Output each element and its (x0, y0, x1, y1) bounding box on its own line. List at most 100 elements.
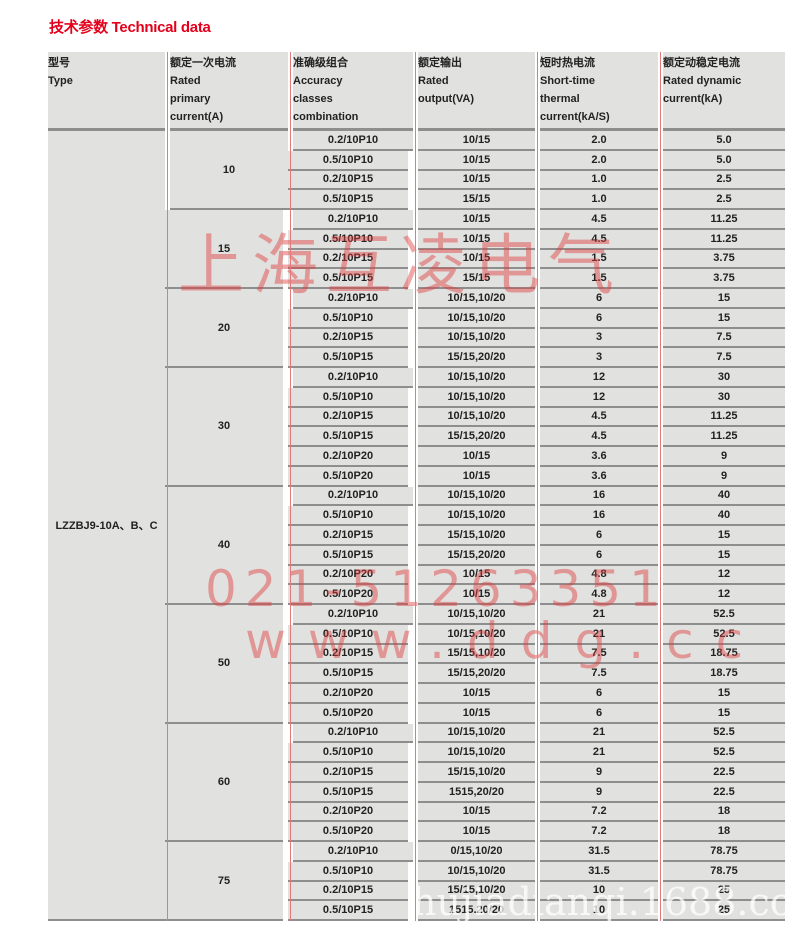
rated-primary-current: 10 (170, 131, 288, 210)
rated-output-cell: 15/15,10/20 (413, 763, 535, 783)
accuracy-class-cell: 0.5/10P20 (288, 585, 413, 605)
short-time-current-cell: 3.6 (535, 466, 658, 487)
short-time-current-cell: 9 (535, 763, 658, 783)
short-time-current: 6 (540, 684, 658, 704)
dynamic-current-cell: 15 (658, 289, 785, 309)
dynamic-current-cell: 2.5 (658, 190, 785, 210)
accuracy-class: 0.2/10P10 (293, 842, 413, 862)
rated-output-cell: 10/15 (413, 447, 535, 467)
accuracy-class-cell: 0.2/10P10 (288, 210, 413, 230)
dynamic-current-cell: 18.75 (658, 664, 785, 684)
short-time-current: 4.8 (540, 565, 658, 586)
table-row: 0.5/10P15 15/15,20/20 4.5 11.25 (48, 427, 785, 447)
header-line: 准确级组合 (293, 57, 348, 69)
short-time-current-cell: 4.5 (535, 229, 658, 250)
accuracy-class-cell: 0.5/10P10 (288, 387, 413, 408)
accuracy-class-cell: 0.2/10P15 (288, 526, 413, 546)
accuracy-class: 0.5/10P20 (288, 466, 408, 487)
rated-output-cell: 10/15 (413, 131, 535, 151)
table-row: 0.2/10P20 10/15 7.2 18 (48, 802, 785, 823)
dynamic-current: 3.75 (663, 269, 785, 289)
rated-output-cell: 10/15,10/20 (413, 605, 535, 625)
rated-output: 10/15,10/20 (418, 743, 535, 763)
column-divider (167, 52, 168, 921)
accuracy-class: 0.2/10P10 (293, 723, 413, 744)
rated-output: 10/15 (418, 229, 535, 250)
short-time-current: 3 (540, 348, 658, 368)
accuracy-class: 0.2/10P15 (288, 526, 408, 546)
short-time-current-cell: 4.8 (535, 565, 658, 586)
accuracy-class-cell: 0.2/10P10 (288, 131, 413, 151)
accuracy-class: 0.5/10P20 (288, 822, 408, 842)
dynamic-current: 18 (663, 822, 785, 842)
dynamic-current-cell: 40 (658, 506, 785, 526)
dynamic-current: 25 (663, 881, 785, 902)
header-line: classes (293, 93, 333, 105)
dynamic-current: 15 (663, 289, 785, 309)
accuracy-class-cell: 0.5/10P15 (288, 269, 413, 289)
dynamic-current: 11.25 (663, 427, 785, 447)
rated-output: 10/15 (418, 447, 535, 467)
accuracy-class-cell: 0.5/10P15 (288, 782, 413, 803)
column-header: 额定动稳定电流 Rated dynamic current(kA) (663, 52, 785, 131)
accuracy-class-cell: 0.5/10P15 (288, 545, 413, 566)
accuracy-class-cell: 0.5/10P15 (288, 348, 413, 368)
rated-output: 10/15,10/20 (418, 289, 535, 309)
dynamic-current: 7.5 (663, 348, 785, 368)
short-time-current-cell: 7.2 (535, 802, 658, 823)
dynamic-current: 12 (663, 585, 785, 605)
rated-primary-current: 40 (165, 486, 283, 605)
rated-output-cell: 10/15,10/20 (413, 506, 535, 526)
rated-output: 10/15 (418, 131, 535, 151)
dynamic-current: 25 (663, 901, 785, 921)
dynamic-current-cell: 12 (658, 565, 785, 586)
rated-output-cell: 10/15,10/20 (413, 743, 535, 763)
dynamic-current-cell: 12 (658, 585, 785, 605)
accuracy-class-cell: 0.2/10P15 (288, 249, 413, 270)
header-line: thermal (540, 93, 580, 105)
short-time-current-cell: 9 (535, 782, 658, 803)
header-line: combination (293, 111, 359, 123)
header-line: 额定输出 (418, 57, 462, 69)
dynamic-current: 22.5 (663, 763, 785, 783)
rated-output: 15/15,20/20 (418, 427, 535, 447)
short-time-current: 7.5 (540, 664, 658, 684)
rated-primary-current-cell: 20 (165, 289, 288, 368)
dynamic-current-cell: 7.5 (658, 328, 785, 349)
column-header-cell: 额定一次电流 Rated primary current(A) (165, 52, 288, 131)
accuracy-class-cell: 0.5/10P10 (288, 506, 413, 526)
dynamic-current: 18 (663, 802, 785, 823)
accuracy-class: 0.2/10P10 (293, 605, 413, 625)
rated-primary-current-cell: 15 (165, 210, 288, 289)
rated-output: 10/15 (418, 684, 535, 704)
dynamic-current-cell: 25 (658, 901, 785, 921)
short-time-current-cell: 16 (535, 506, 658, 526)
dynamic-current-cell: 15 (658, 545, 785, 566)
dynamic-current: 15 (663, 684, 785, 704)
dynamic-current: 3.75 (663, 249, 785, 270)
type-value: LZZBJ9-10A、B、C (48, 131, 165, 921)
rated-output-cell: 15/15,20/20 (413, 427, 535, 447)
short-time-current-cell: 12 (535, 368, 658, 388)
short-time-current: 21 (540, 743, 658, 763)
table-row: 0.5/10P15 15/15,20/20 7.5 18.75 (48, 664, 785, 684)
short-time-current: 9 (540, 782, 658, 803)
table-row: 0.2/10P15 15/15,10/20 10 25 (48, 881, 785, 902)
short-time-current: 6 (540, 308, 658, 329)
type-value-cell: LZZBJ9-10A、B、C (48, 131, 165, 921)
short-time-current: 21 (540, 624, 658, 645)
rated-output-cell: 10/15,10/20 (413, 624, 535, 645)
rated-output-cell: 10/15,10/20 (413, 407, 535, 428)
column-header-cell: 额定输出 Rated output(VA) (413, 52, 535, 131)
dynamic-current-cell: 11.25 (658, 210, 785, 230)
accuracy-class-cell: 0.5/10P20 (288, 466, 413, 487)
accuracy-class-cell: 0.2/10P10 (288, 486, 413, 507)
dynamic-current: 30 (663, 387, 785, 408)
short-time-current-cell: 4.8 (535, 585, 658, 605)
accuracy-class: 0.2/10P15 (288, 407, 408, 428)
header-line: output(VA) (418, 93, 474, 105)
rated-output-cell: 10/15 (413, 466, 535, 487)
rated-output: 10/15 (418, 249, 535, 270)
short-time-current-cell: 10 (535, 901, 658, 921)
accuracy-class-cell: 0.5/10P15 (288, 190, 413, 210)
